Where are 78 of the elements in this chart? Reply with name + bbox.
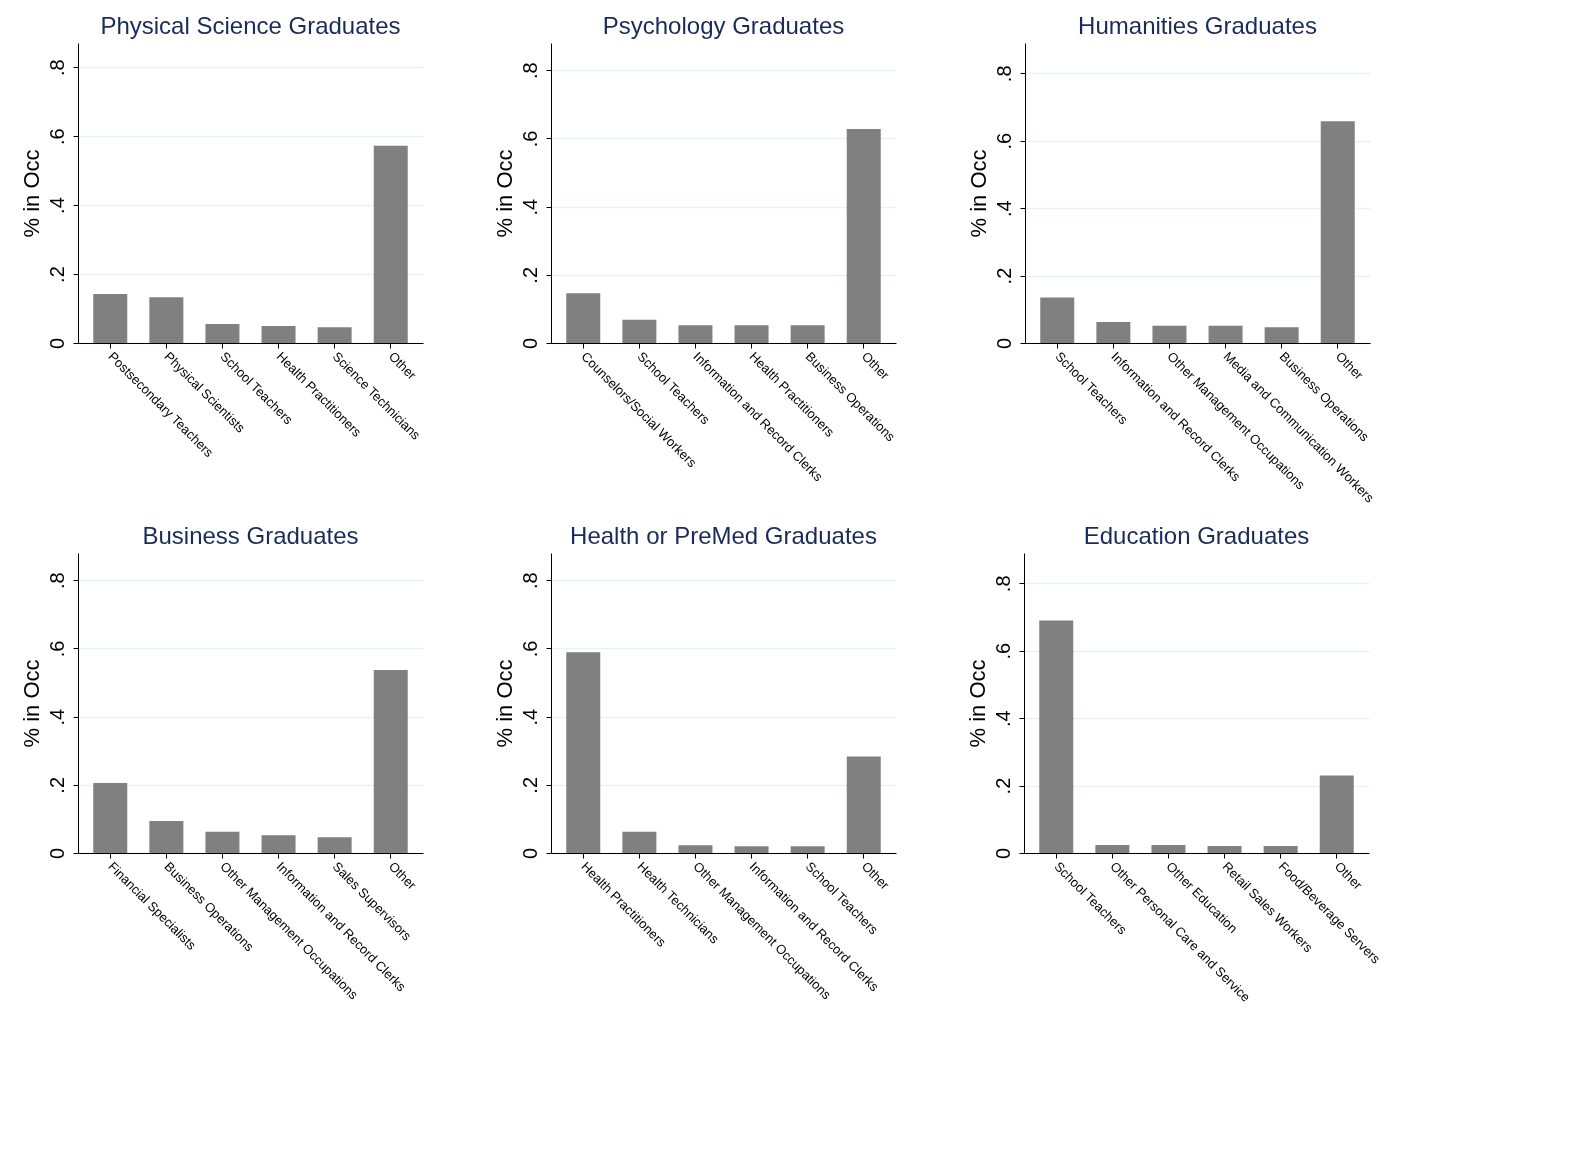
y-tick-label: .2 xyxy=(45,776,68,794)
bar xyxy=(1095,844,1130,853)
y-tick-label: .8 xyxy=(45,59,68,76)
y-tick-label: 0 xyxy=(992,337,1015,350)
y-tick-label: .8 xyxy=(992,65,1015,83)
bar xyxy=(205,831,240,853)
bar xyxy=(261,835,296,853)
bar xyxy=(846,128,881,343)
y-tick-label: 0 xyxy=(991,847,1014,860)
bar xyxy=(1040,297,1075,343)
bar xyxy=(790,325,825,343)
bar xyxy=(261,326,296,343)
y-tick-label: .2 xyxy=(992,267,1015,285)
chart-title: Psychology Graduates xyxy=(602,12,845,39)
y-tick-label: .6 xyxy=(518,640,541,658)
bar xyxy=(678,845,713,853)
bar xyxy=(1039,620,1074,853)
bar xyxy=(734,325,769,343)
y-axis-title: % in Occ xyxy=(18,659,44,748)
bar xyxy=(1151,844,1186,853)
y-axis-title: % in Occ xyxy=(18,149,44,238)
bar xyxy=(622,319,657,343)
y-tick-label: .6 xyxy=(991,642,1014,660)
y-tick-label: 0 xyxy=(518,847,541,860)
y-tick-label: .6 xyxy=(45,128,68,145)
y-tick-label: 0 xyxy=(45,337,68,350)
bar xyxy=(846,756,881,853)
bar xyxy=(205,324,240,343)
y-tick-label: 0 xyxy=(45,847,68,860)
y-tick-label: .4 xyxy=(991,710,1014,728)
bar xyxy=(622,831,657,853)
y-tick-label: .4 xyxy=(992,200,1015,218)
bar xyxy=(317,837,352,853)
bar xyxy=(566,293,601,343)
bar xyxy=(317,327,352,343)
bar xyxy=(1207,845,1242,853)
chart-title: Business Graduates xyxy=(142,522,359,549)
y-tick-label: 0 xyxy=(518,337,541,350)
bar xyxy=(373,145,408,343)
bar xyxy=(1319,775,1354,853)
y-tick-label: .4 xyxy=(45,197,68,214)
bar xyxy=(734,846,769,853)
y-tick-label: .6 xyxy=(45,640,68,658)
y-tick-label: .4 xyxy=(518,708,541,726)
bar xyxy=(1264,327,1299,343)
chart-title: Education Graduates xyxy=(1083,522,1310,549)
bar xyxy=(149,820,184,853)
bar xyxy=(93,783,128,853)
y-axis-title: % in Occ xyxy=(491,149,517,238)
y-tick-label: .8 xyxy=(991,575,1014,593)
bar xyxy=(149,297,184,343)
y-tick-label: .6 xyxy=(518,130,541,148)
y-tick-label: .2 xyxy=(518,776,541,794)
bar xyxy=(678,325,713,343)
y-tick-label: .8 xyxy=(45,572,68,590)
bar xyxy=(1096,322,1131,343)
y-axis-title: % in Occ xyxy=(965,149,991,238)
y-tick-label: .8 xyxy=(518,62,541,80)
y-tick-label: .2 xyxy=(45,266,68,283)
y-tick-label: .2 xyxy=(518,266,541,284)
chart-title: Health or PreMed Graduates xyxy=(570,522,877,549)
y-axis-title: % in Occ xyxy=(491,659,517,748)
bar xyxy=(566,652,601,853)
y-axis-title: % in Occ xyxy=(964,659,990,748)
y-tick-label: .4 xyxy=(518,198,541,216)
chart-title: Humanities Graduates xyxy=(1078,12,1317,39)
bar xyxy=(1152,325,1187,343)
y-tick-label: .6 xyxy=(992,132,1015,150)
bar xyxy=(1320,121,1355,343)
y-tick-label: .2 xyxy=(991,777,1014,795)
y-tick-label: .4 xyxy=(45,708,68,726)
bar xyxy=(1208,325,1243,343)
bar xyxy=(1263,845,1298,853)
bar xyxy=(373,669,408,853)
bar xyxy=(93,294,128,343)
y-tick-label: .8 xyxy=(518,572,541,590)
chart-title: Physical Science Graduates xyxy=(100,12,401,39)
bar xyxy=(790,846,825,853)
